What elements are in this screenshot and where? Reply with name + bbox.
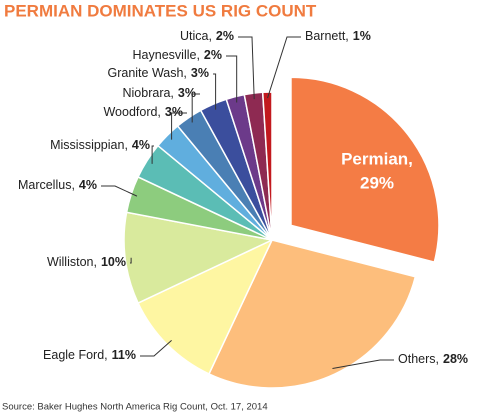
label-value: 3% bbox=[191, 66, 209, 80]
pie-slice bbox=[123, 211, 275, 305]
source-note: Source: Baker Hughes North America Rig C… bbox=[2, 402, 268, 413]
slice-label: Marcellus, 4% bbox=[18, 178, 97, 192]
label-name: Others, bbox=[398, 352, 439, 366]
leader-line bbox=[151, 145, 154, 164]
leader-line bbox=[213, 73, 217, 110]
label-name: Haynesville, bbox=[133, 48, 200, 62]
leader-line bbox=[140, 340, 172, 357]
label-value: 28% bbox=[443, 352, 468, 366]
label-name: Woodford, bbox=[103, 105, 160, 119]
leader-line bbox=[226, 55, 238, 103]
label-value: 3% bbox=[178, 86, 196, 100]
label-name: Barnett, bbox=[305, 29, 349, 43]
slice-label: Utica, 2% bbox=[180, 29, 234, 43]
leader-line bbox=[267, 36, 301, 99]
leader-line bbox=[191, 93, 200, 123]
label-name: Granite Wash, bbox=[107, 66, 186, 80]
slice-value: 29% bbox=[360, 173, 394, 192]
pie-slice bbox=[290, 76, 440, 264]
slice-label: Barnett, 1% bbox=[305, 29, 371, 43]
leader-line bbox=[130, 257, 132, 264]
slice-label: Williston, 10% bbox=[47, 255, 126, 269]
slice-label: Others, 28% bbox=[398, 352, 468, 366]
slice-label: Granite Wash, 3% bbox=[107, 66, 209, 80]
label-value: 2% bbox=[216, 29, 234, 43]
label-value: 4% bbox=[132, 138, 150, 152]
slice-label: Permian, bbox=[341, 149, 413, 168]
pie-slice bbox=[261, 91, 273, 241]
slice-label: Mississippian, 4% bbox=[50, 138, 150, 152]
leader-line bbox=[332, 359, 394, 369]
slice-label: Niobrara, 3% bbox=[123, 86, 197, 100]
label-name: Williston, bbox=[47, 255, 97, 269]
slice-label: Eagle Ford, 11% bbox=[43, 348, 136, 362]
label-value: 2% bbox=[204, 48, 222, 62]
label-name: Eagle Ford, bbox=[43, 348, 108, 362]
label-value: 10% bbox=[101, 255, 126, 269]
label-name: Marcellus, bbox=[18, 178, 75, 192]
chart-title: PERMIAN DOMINATES US RIG COUNT bbox=[4, 1, 317, 20]
slice-label: Haynesville, 2% bbox=[133, 48, 222, 62]
label-value: 4% bbox=[79, 178, 97, 192]
label-value: 1% bbox=[353, 29, 371, 43]
slice-label: Woodford, 3% bbox=[103, 105, 183, 119]
label-name: Niobrara, bbox=[123, 86, 174, 100]
label-value: 3% bbox=[165, 105, 183, 119]
leader-line bbox=[101, 185, 138, 197]
leader-line bbox=[171, 112, 187, 140]
label-value: 11% bbox=[112, 348, 136, 362]
pie-slice bbox=[207, 239, 417, 389]
label-name: Mississippian, bbox=[50, 138, 128, 152]
leader-line bbox=[238, 36, 255, 100]
label-name: Utica, bbox=[180, 29, 212, 43]
